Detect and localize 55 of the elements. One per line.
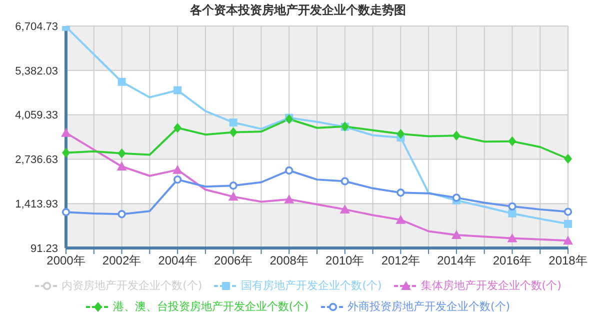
legend-label: 港、澳、台投资房地产开发企业个数(个): [112, 299, 308, 314]
x-tick-label: 2018年: [548, 254, 588, 268]
legend-label: 集体房地产开发企业个数(个): [420, 278, 562, 293]
point: [508, 209, 516, 218]
point: [564, 154, 572, 164]
point: [118, 210, 126, 218]
point: [285, 114, 294, 124]
x-tick-label: 2016年: [492, 254, 532, 268]
y-tick-label: 91.23: [30, 242, 58, 255]
point: [340, 177, 349, 186]
point: [396, 128, 405, 139]
point: [173, 175, 182, 184]
point: [285, 166, 294, 175]
x-tick-label: 2000年: [46, 254, 86, 268]
point: [229, 127, 238, 138]
point: [228, 192, 238, 201]
point: [508, 202, 516, 211]
point: [284, 194, 294, 204]
legend-label: 外商投资房地产开发企业个数(个): [348, 299, 510, 314]
x-tick-label: 2004年: [158, 254, 197, 268]
point: [507, 233, 518, 242]
y-tick-label: 5,382.03: [15, 65, 58, 78]
point: [174, 86, 182, 94]
point: [396, 214, 406, 224]
point: [564, 208, 572, 216]
legend-label: 国有房地产开发企业个数(个): [241, 278, 382, 293]
x-tick-label: 2002年: [102, 254, 142, 268]
chart-title: 各个资本投资房地产开发企业个数走势图: [189, 2, 407, 18]
x-tick-label: 2014年: [437, 254, 476, 268]
point: [229, 182, 238, 190]
point: [116, 161, 127, 170]
point: [452, 194, 461, 202]
point: [451, 230, 462, 239]
point: [229, 118, 238, 126]
point: [62, 208, 70, 216]
point: [172, 164, 183, 174]
point: [564, 220, 572, 228]
point: [118, 148, 126, 158]
y-tick-label: 1,413.93: [15, 198, 58, 211]
y-tick-label: 6,704.73: [15, 20, 58, 33]
x-tick-label: 2008年: [270, 254, 308, 268]
x-tick-label: 2006年: [214, 254, 253, 268]
x-tick-label: 2012年: [381, 254, 420, 268]
point: [452, 130, 460, 141]
point: [62, 148, 70, 158]
point: [61, 128, 71, 137]
point: [174, 122, 182, 133]
y-tick-label: 2,736.63: [15, 154, 58, 166]
point: [396, 188, 405, 197]
point: [563, 236, 573, 245]
point: [340, 204, 350, 214]
point: [118, 78, 126, 86]
y-tick-label: 4,059.33: [15, 110, 58, 122]
point: [508, 136, 516, 146]
x-tick-label: 2010年: [326, 254, 364, 268]
